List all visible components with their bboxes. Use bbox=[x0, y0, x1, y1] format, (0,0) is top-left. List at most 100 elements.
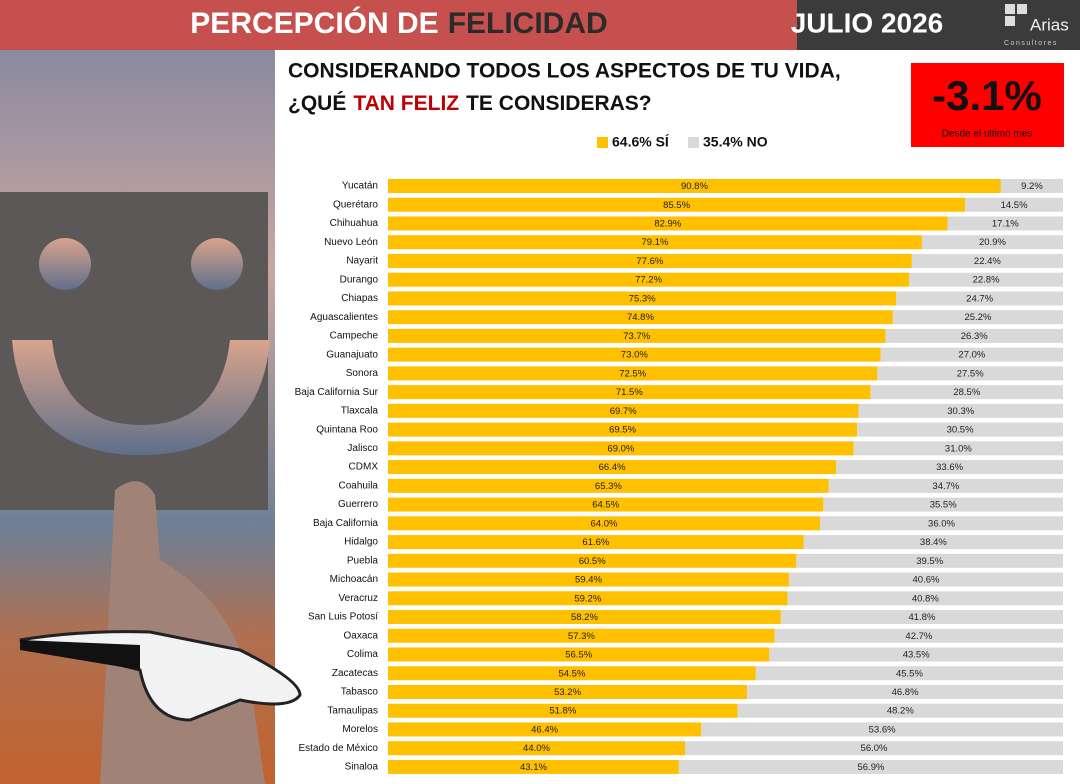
bar-segment bbox=[388, 553, 797, 568]
bar-segment bbox=[388, 591, 788, 606]
value-label: 48.2% bbox=[887, 706, 914, 717]
category-label: Puebla bbox=[347, 555, 379, 566]
value-label: 69.5% bbox=[609, 425, 636, 436]
legend-swatch bbox=[597, 137, 608, 148]
bar-segment bbox=[388, 516, 820, 531]
category-label: Chiapas bbox=[341, 293, 378, 304]
category-label: Tabasco bbox=[341, 687, 379, 698]
bar-segment bbox=[892, 310, 1063, 325]
question-highlight: TAN FELIZ bbox=[353, 92, 459, 115]
hand bbox=[100, 481, 265, 784]
smiley-mouth-inner bbox=[52, 340, 230, 425]
bar-segment bbox=[388, 272, 910, 287]
bar-segment bbox=[774, 628, 1063, 643]
value-label: 59.4% bbox=[575, 575, 602, 586]
bar-segment bbox=[828, 478, 1063, 493]
value-label: 27.0% bbox=[958, 350, 985, 361]
value-label: 59.2% bbox=[574, 593, 601, 604]
value-label: 45.5% bbox=[896, 668, 923, 679]
bar-segment bbox=[388, 759, 679, 774]
value-label: 43.5% bbox=[903, 650, 930, 661]
value-label: 40.6% bbox=[913, 575, 940, 586]
value-label: 42.7% bbox=[905, 631, 932, 642]
category-label: Baja California Sur bbox=[295, 387, 379, 398]
value-label: 22.8% bbox=[973, 275, 1000, 286]
header-bar bbox=[0, 0, 797, 50]
value-label: 85.5% bbox=[663, 200, 690, 211]
value-label: 38.4% bbox=[920, 537, 947, 548]
category-label: Campeche bbox=[330, 331, 379, 342]
bar-segment bbox=[388, 179, 1001, 193]
bar-segment bbox=[870, 385, 1063, 400]
value-label: 51.8% bbox=[549, 706, 576, 717]
value-label: 56.9% bbox=[857, 762, 884, 773]
header-title: PERCEPCIÓN DE FELICIDAD bbox=[190, 6, 607, 40]
value-label: 54.5% bbox=[558, 668, 585, 679]
bar-segment bbox=[685, 741, 1063, 756]
bar-segment bbox=[388, 741, 685, 756]
bar-segment bbox=[388, 535, 804, 550]
category-label: Sinaloa bbox=[345, 762, 379, 773]
category-label: Aguascalientes bbox=[310, 312, 378, 323]
value-label: 26.3% bbox=[961, 331, 988, 342]
bar-segment bbox=[896, 291, 1063, 306]
bar-segment bbox=[857, 422, 1063, 437]
value-label: 30.3% bbox=[947, 406, 974, 417]
value-label: 73.7% bbox=[623, 331, 650, 342]
category-label: San Luis Potosí bbox=[308, 612, 378, 623]
category-label: Veracruz bbox=[339, 593, 378, 604]
plot: Yucatán 90.8% 9.2% Querétaro 85.5% 14.5% Chihu… bbox=[295, 179, 1063, 774]
bar-segment bbox=[388, 328, 886, 343]
category-label: Jalisco bbox=[347, 443, 378, 454]
bar-segment bbox=[388, 610, 781, 625]
bar-segment bbox=[388, 497, 824, 512]
legend-label: 35.4% NO bbox=[703, 134, 768, 150]
bar-segment bbox=[823, 497, 1063, 512]
value-label: 77.6% bbox=[636, 256, 663, 267]
title-highlight: FELICIDAD bbox=[448, 7, 608, 40]
value-label: 40.8% bbox=[912, 593, 939, 604]
value-label: 69.7% bbox=[610, 406, 637, 417]
value-label: 53.6% bbox=[869, 724, 896, 735]
value-label: 73.0% bbox=[621, 350, 648, 361]
value-label: 43.1% bbox=[520, 762, 547, 773]
pointing-sleeve bbox=[20, 640, 140, 670]
category-label: Colima bbox=[347, 649, 379, 660]
bar-segment bbox=[965, 197, 1063, 212]
value-label: 34.7% bbox=[932, 481, 959, 492]
bar-segment bbox=[388, 628, 775, 643]
bar-segment bbox=[788, 572, 1063, 587]
bar-segment bbox=[388, 385, 871, 400]
logo-text: Arias bbox=[1030, 15, 1069, 34]
legend-label: 64.6% SÍ bbox=[612, 134, 670, 150]
value-label: 60.5% bbox=[579, 556, 606, 567]
value-label: 82.9% bbox=[654, 218, 681, 229]
question-line: CONSIDERANDO TODOS LOS ASPECTOS DE TU VI… bbox=[288, 60, 841, 83]
bar-segment bbox=[747, 684, 1063, 699]
legend: 64.6% SÍ 35.4% NO bbox=[597, 134, 768, 150]
bar-segment bbox=[737, 703, 1063, 718]
value-label: 71.5% bbox=[616, 387, 643, 398]
category-label: CDMX bbox=[349, 462, 379, 473]
value-label: 56.5% bbox=[565, 650, 592, 661]
category-label: Morelos bbox=[342, 724, 378, 735]
value-label: 46.4% bbox=[531, 724, 558, 735]
bar-segment bbox=[388, 216, 948, 231]
value-label: 66.4% bbox=[599, 462, 626, 473]
bar-segment bbox=[388, 722, 702, 737]
change-caption: Desde el ultimo mes bbox=[942, 129, 1033, 140]
value-label: 17.1% bbox=[992, 218, 1019, 229]
value-label: 44.0% bbox=[523, 743, 550, 754]
value-label: 46.8% bbox=[892, 687, 919, 698]
category-label: Guanajuato bbox=[326, 349, 378, 360]
value-label: 31.0% bbox=[945, 443, 972, 454]
category-label: Tamaulipas bbox=[327, 705, 378, 716]
question-line: ¿QUÉ TAN FELIZ TE CONSIDERAS? bbox=[288, 92, 652, 115]
value-label: 75.3% bbox=[629, 293, 656, 304]
category-label: Guerrero bbox=[338, 499, 378, 510]
change-value: -3.1% bbox=[932, 72, 1042, 119]
value-label: 65.3% bbox=[595, 481, 622, 492]
header-date-bar bbox=[797, 0, 1080, 50]
